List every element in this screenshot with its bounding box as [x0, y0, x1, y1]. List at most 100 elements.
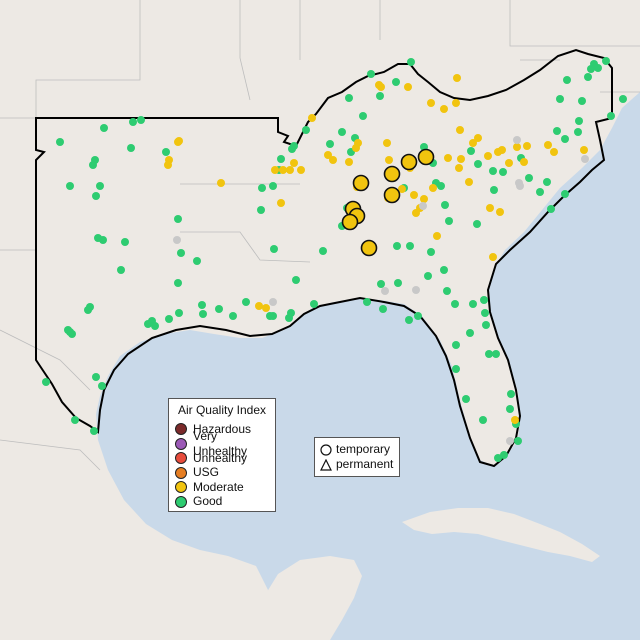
monitor-marker[interactable] [561, 190, 569, 198]
monitor-marker[interactable] [469, 300, 477, 308]
monitor-marker[interactable] [175, 309, 183, 317]
monitor-marker[interactable] [506, 405, 514, 413]
monitor-marker[interactable] [607, 112, 615, 120]
monitor-marker[interactable] [56, 138, 64, 146]
monitor-marker[interactable] [499, 168, 507, 176]
monitor-marker[interactable] [575, 117, 583, 125]
monitor-marker[interactable] [466, 329, 474, 337]
monitor-marker[interactable] [98, 382, 106, 390]
monitor-marker[interactable] [473, 220, 481, 228]
monitor-marker[interactable] [383, 139, 391, 147]
monitor-marker[interactable] [297, 166, 305, 174]
monitor-marker[interactable] [484, 152, 492, 160]
monitor-marker[interactable] [496, 208, 504, 216]
monitor-marker[interactable] [392, 78, 400, 86]
monitor-marker[interactable] [277, 155, 285, 163]
monitor-marker[interactable] [398, 185, 406, 193]
monitor-marker[interactable] [489, 253, 497, 261]
monitor-marker[interactable] [437, 182, 445, 190]
monitor-marker[interactable] [121, 238, 129, 246]
monitor-marker[interactable] [165, 315, 173, 323]
monitor-marker[interactable] [581, 155, 589, 163]
monitor-marker[interactable] [287, 309, 295, 317]
monitor-marker[interactable] [329, 156, 337, 164]
monitor-marker[interactable] [127, 144, 135, 152]
monitor-marker[interactable] [255, 302, 263, 310]
monitor-marker[interactable] [543, 178, 551, 186]
monitor-marker[interactable] [507, 390, 515, 398]
monitor-marker[interactable] [117, 266, 125, 274]
monitor-marker[interactable] [257, 206, 265, 214]
monitor-marker[interactable] [89, 161, 97, 169]
monitor-marker-temporary[interactable] [352, 174, 370, 192]
monitor-marker[interactable] [258, 184, 266, 192]
monitor-marker-temporary[interactable] [360, 239, 378, 257]
monitor-marker[interactable] [66, 328, 74, 336]
monitor-marker-temporary[interactable] [400, 153, 418, 171]
monitor-marker[interactable] [162, 148, 170, 156]
monitor-marker[interactable] [279, 166, 287, 174]
monitor-marker[interactable] [525, 174, 533, 182]
monitor-marker[interactable] [574, 128, 582, 136]
monitor-marker[interactable] [376, 92, 384, 100]
monitor-marker[interactable] [174, 279, 182, 287]
monitor-marker[interactable] [513, 143, 521, 151]
monitor-marker[interactable] [419, 202, 427, 210]
monitor-marker[interactable] [456, 126, 464, 134]
monitor-marker[interactable] [71, 416, 79, 424]
monitor-marker[interactable] [481, 309, 489, 317]
monitor-marker[interactable] [217, 179, 225, 187]
monitor-marker[interactable] [587, 65, 595, 73]
monitor-marker[interactable] [505, 159, 513, 167]
monitor-marker[interactable] [452, 365, 460, 373]
monitor-marker[interactable] [482, 321, 490, 329]
monitor-marker[interactable] [412, 286, 420, 294]
monitor-marker-temporary[interactable] [417, 148, 435, 166]
monitor-marker[interactable] [480, 296, 488, 304]
monitor-marker[interactable] [308, 114, 316, 122]
monitor-marker[interactable] [489, 167, 497, 175]
monitor-marker-temporary[interactable] [383, 165, 401, 183]
monitor-marker[interactable] [443, 287, 451, 295]
monitor-marker[interactable] [455, 164, 463, 172]
monitor-marker[interactable] [269, 182, 277, 190]
monitor-marker[interactable] [375, 81, 383, 89]
monitor-marker[interactable] [129, 118, 137, 126]
monitor-marker[interactable] [427, 248, 435, 256]
monitor-marker[interactable] [536, 188, 544, 196]
monitor-marker[interactable] [193, 257, 201, 265]
monitor-marker[interactable] [444, 154, 452, 162]
monitor-marker[interactable] [440, 105, 448, 113]
monitor-marker[interactable] [345, 94, 353, 102]
monitor-marker[interactable] [84, 306, 92, 314]
monitor-marker[interactable] [269, 298, 277, 306]
monitor-marker[interactable] [547, 205, 555, 213]
monitor-marker[interactable] [451, 300, 459, 308]
monitor-marker[interactable] [310, 300, 318, 308]
monitor-marker[interactable] [394, 279, 402, 287]
monitor-marker[interactable] [485, 350, 493, 358]
monitor-marker[interactable] [584, 73, 592, 81]
monitor-marker[interactable] [520, 158, 528, 166]
monitor-marker[interactable] [290, 159, 298, 167]
monitor-marker[interactable] [377, 280, 385, 288]
monitor-marker[interactable] [379, 305, 387, 313]
monitor-marker[interactable] [550, 148, 558, 156]
monitor-marker[interactable] [506, 437, 514, 445]
monitor-marker[interactable] [352, 144, 360, 152]
monitor-marker[interactable] [420, 195, 428, 203]
monitor-marker[interactable] [92, 192, 100, 200]
monitor-marker[interactable] [338, 128, 346, 136]
monitor-marker[interactable] [469, 139, 477, 147]
monitor-marker[interactable] [544, 141, 552, 149]
monitor-marker[interactable] [427, 99, 435, 107]
monitor-marker[interactable] [144, 320, 152, 328]
monitor-marker[interactable] [410, 191, 418, 199]
monitor-marker[interactable] [594, 64, 602, 72]
monitor-marker[interactable] [467, 147, 475, 155]
monitor-marker[interactable] [433, 232, 441, 240]
monitor-marker[interactable] [345, 158, 353, 166]
monitor-marker[interactable] [92, 373, 100, 381]
monitor-marker[interactable] [359, 112, 367, 120]
